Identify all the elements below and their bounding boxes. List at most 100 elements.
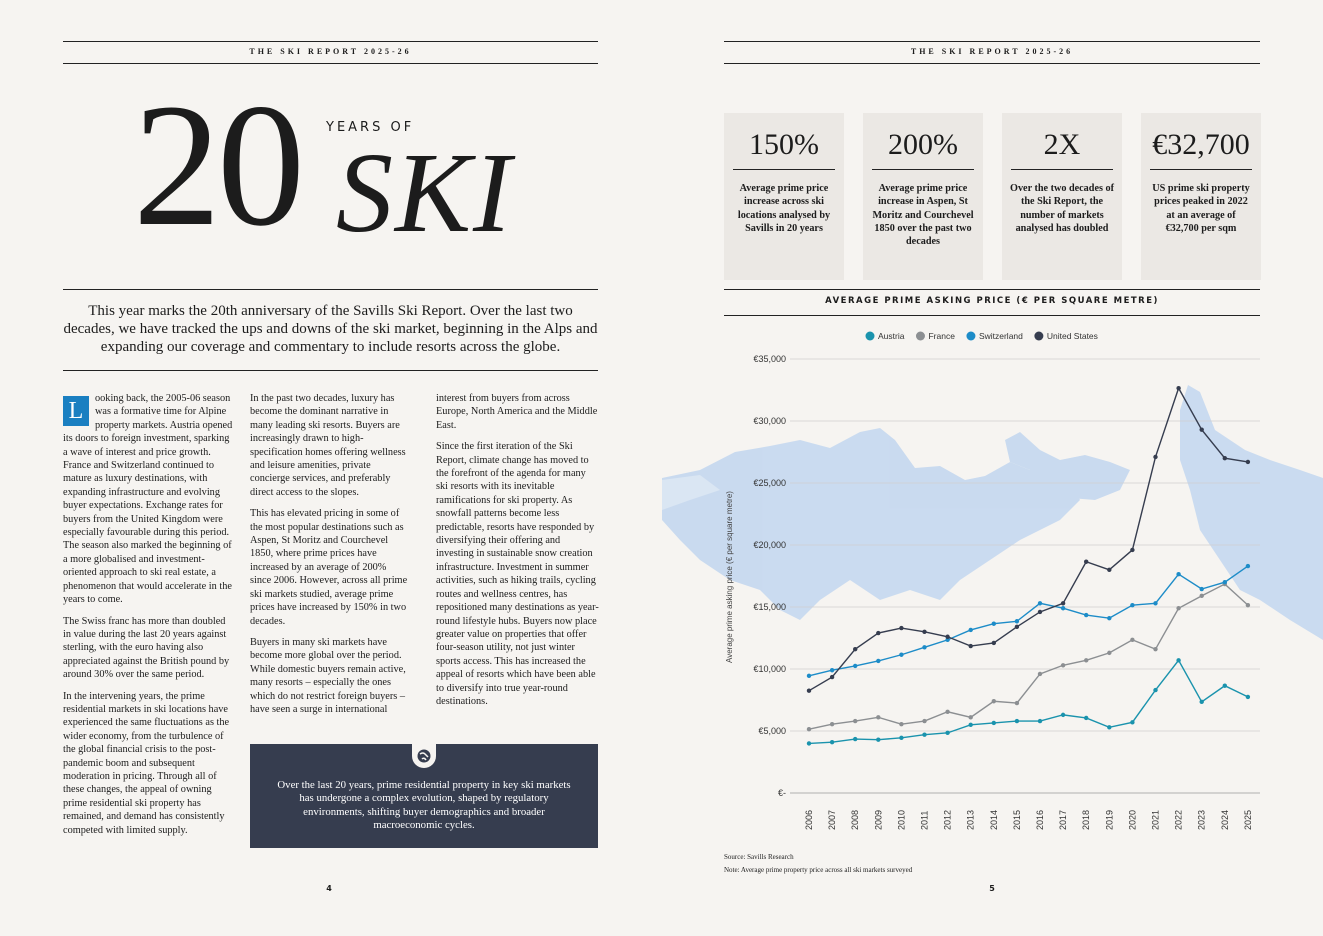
data-point <box>1153 646 1158 652</box>
data-point <box>876 737 881 742</box>
paragraph-text: This has elevated pricing in some of the… <box>250 508 408 627</box>
rule <box>63 289 598 290</box>
page-number: 4 <box>326 884 332 893</box>
data-point <box>1014 700 1020 706</box>
data-point <box>1222 456 1228 461</box>
legend-swatch <box>1034 331 1044 341</box>
data-point <box>1153 601 1158 606</box>
series-line <box>808 583 1249 730</box>
stat-value: €32,700 <box>1152 128 1250 161</box>
stat-card: €32,700 US prime ski property prices peak… <box>1141 113 1261 280</box>
running-header: THE SKI REPORT 2025-26 <box>910 47 1074 56</box>
data-point <box>1084 559 1089 564</box>
stat-rule <box>733 169 835 170</box>
x-tick-label: 2021 <box>1151 810 1161 830</box>
data-point <box>1222 580 1228 585</box>
data-point <box>1014 619 1020 624</box>
stat-rule <box>1011 169 1113 170</box>
data-point <box>1199 586 1204 592</box>
data-point <box>806 741 812 746</box>
data-point <box>968 722 973 727</box>
data-point <box>922 645 927 650</box>
paragraph-text: The Swiss franc has more than doubled in… <box>63 615 230 681</box>
data-point <box>876 715 881 720</box>
x-tick-label: 2015 <box>1012 810 1022 830</box>
x-tick-label: 2013 <box>966 810 976 830</box>
stat-rule <box>872 169 974 170</box>
data-point <box>991 621 996 626</box>
data-point <box>806 726 812 732</box>
stat-text: Average prime price increase across ski … <box>737 183 831 234</box>
chart-title: AVERAGE PRIME ASKING PRICE (€ PER SQUARE… <box>825 296 1159 306</box>
legend-swatch <box>865 331 875 341</box>
data-point <box>1199 593 1204 599</box>
data-point <box>1084 658 1089 663</box>
x-tick-label: 2022 <box>1174 810 1184 830</box>
data-point <box>1014 718 1020 724</box>
data-point <box>968 715 973 720</box>
y-tick-label: €20,000 <box>753 540 786 550</box>
data-point <box>1060 601 1066 606</box>
data-point <box>1153 454 1158 460</box>
x-tick-label: 2012 <box>943 810 953 830</box>
paragraph: Since the first iteration of the Ski Rep… <box>436 440 599 708</box>
data-point <box>853 663 858 669</box>
x-tick-label: 2009 <box>873 810 883 830</box>
x-tick-label: 2017 <box>1058 810 1068 830</box>
data-point <box>829 674 835 680</box>
y-tick-label: €15,000 <box>753 602 786 612</box>
data-point <box>945 730 950 736</box>
paragraph-text: ooking back, the 2005-06 season was a fo… <box>63 393 233 606</box>
y-tick-label: €30,000 <box>753 416 786 426</box>
series-line <box>808 565 1249 677</box>
x-tick-label: 2007 <box>827 810 837 830</box>
data-point <box>968 627 973 633</box>
y-axis-label: Average prime asking price (€ per square… <box>725 491 734 663</box>
series-line <box>808 659 1249 745</box>
data-point <box>876 658 881 664</box>
data-point <box>853 736 858 742</box>
data-point <box>1037 671 1043 677</box>
data-point <box>1245 563 1251 569</box>
legend-label: Switzerland <box>979 331 1023 341</box>
data-point <box>1037 718 1043 724</box>
data-point <box>1222 683 1228 688</box>
data-point <box>1176 385 1181 391</box>
rule <box>724 289 1260 290</box>
rule <box>63 63 598 64</box>
x-tick-label: 2011 <box>920 811 930 830</box>
stat-text: Over the two decades of the Ski Report, … <box>1010 183 1114 234</box>
data-point <box>1107 650 1112 656</box>
rule <box>724 315 1260 316</box>
x-tick-label: 2006 <box>804 810 814 830</box>
x-tick-label: 2010 <box>896 810 906 830</box>
paragraph: This has elevated pricing in some of the… <box>250 507 410 628</box>
stat-card: 200% Average prime price increase in Aspe… <box>863 113 983 280</box>
rule <box>63 41 598 42</box>
y-tick-label: €10,000 <box>753 664 786 674</box>
paragraph: In the intervening years, the prime resi… <box>63 690 233 837</box>
data-point <box>1245 694 1251 700</box>
data-point <box>829 739 835 745</box>
data-point <box>1130 720 1135 725</box>
source: Source: Savills Research <box>724 853 794 861</box>
data-point <box>1084 612 1089 618</box>
data-point <box>945 634 950 639</box>
data-point <box>1107 567 1112 572</box>
rule <box>724 41 1260 42</box>
callout-text: Over the last 20 years, prime residentia… <box>277 779 571 832</box>
data-point <box>1037 609 1043 615</box>
intro: This year marks the 20th anniversary of … <box>63 303 598 355</box>
data-point <box>1107 615 1112 621</box>
data-point <box>991 720 996 726</box>
paragraph: The Swiss franc has more than doubled in… <box>63 615 233 682</box>
text-column: interest from buyers from across Europe,… <box>436 392 599 716</box>
x-tick-label: 2008 <box>850 810 860 830</box>
paragraph: In the past two decades, luxury has beco… <box>250 392 410 499</box>
data-point <box>1176 658 1181 663</box>
data-point <box>829 721 835 727</box>
paragraph-text: Since the first iteration of the Ski Rep… <box>436 441 599 707</box>
paragraph-text: In the past two decades, luxury has beco… <box>250 393 406 498</box>
